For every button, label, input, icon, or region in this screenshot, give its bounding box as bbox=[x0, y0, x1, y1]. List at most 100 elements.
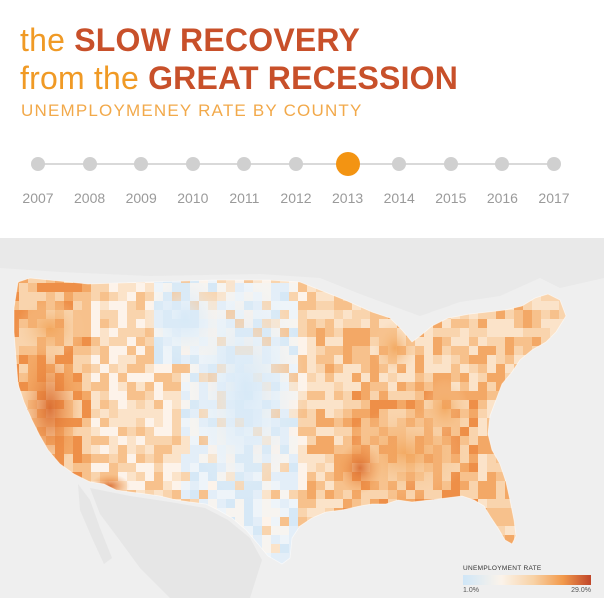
county-cell bbox=[64, 292, 74, 302]
county-cell bbox=[550, 382, 560, 392]
timeline-year-2014[interactable]: 2014 bbox=[383, 190, 415, 206]
subtitle: UNEMPLOYMENEY RATE BY COUNTY bbox=[21, 101, 363, 120]
county-cell bbox=[91, 454, 101, 464]
county-cell bbox=[316, 337, 326, 347]
timeline-dot-2012[interactable] bbox=[289, 157, 303, 171]
county-cell bbox=[523, 418, 533, 428]
timeline-year-2012[interactable]: 2012 bbox=[280, 190, 312, 206]
county-cell bbox=[523, 445, 533, 455]
county-cell bbox=[100, 301, 110, 311]
county-cell bbox=[82, 319, 92, 329]
county-cell bbox=[514, 319, 524, 329]
timeline-dot-2013[interactable] bbox=[335, 152, 360, 176]
timeline-year-2010[interactable]: 2010 bbox=[177, 190, 209, 206]
county-cell bbox=[289, 292, 299, 302]
county-cell bbox=[118, 382, 128, 392]
timeline-dot-2011[interactable] bbox=[237, 157, 252, 171]
timeline-dot-2007[interactable] bbox=[31, 157, 45, 171]
county-cell bbox=[487, 382, 497, 392]
county-cell bbox=[307, 391, 317, 401]
timeline-dot-2014[interactable] bbox=[392, 157, 407, 171]
county-cell bbox=[568, 310, 578, 320]
county-cell bbox=[91, 328, 101, 338]
county-cell bbox=[136, 301, 146, 311]
timeline-dot-2008[interactable] bbox=[82, 157, 97, 171]
county-cell bbox=[307, 328, 317, 338]
county-cell bbox=[163, 472, 173, 482]
timeline-dot-2016[interactable] bbox=[495, 157, 510, 171]
county-cell bbox=[415, 544, 425, 554]
timeline-dot-2009[interactable] bbox=[134, 157, 149, 171]
county-cell bbox=[91, 472, 101, 482]
county-cell bbox=[460, 553, 470, 563]
county-cell bbox=[343, 562, 353, 564]
county-cell bbox=[370, 526, 380, 536]
county-cell bbox=[541, 472, 551, 482]
county-cell bbox=[505, 310, 515, 320]
timeline-year-2015[interactable]: 2015 bbox=[435, 190, 467, 206]
county-cell bbox=[514, 328, 524, 338]
timeline-year-2017[interactable]: 2017 bbox=[538, 190, 570, 206]
county-cell bbox=[496, 310, 506, 320]
county-cell bbox=[469, 364, 479, 374]
county-cell bbox=[514, 427, 524, 437]
county-cell bbox=[532, 400, 542, 410]
county-cell bbox=[334, 382, 344, 392]
county-cell bbox=[469, 481, 479, 491]
title-line-1: the SLOW RECOVERY bbox=[20, 22, 360, 58]
county-cell bbox=[451, 499, 461, 509]
county-cell bbox=[37, 562, 47, 564]
county-cell bbox=[361, 355, 371, 365]
county-cell bbox=[352, 508, 362, 518]
county-map[interactable] bbox=[0, 238, 604, 598]
timeline-year-2008[interactable]: 2008 bbox=[74, 190, 106, 206]
county-cell bbox=[343, 337, 353, 347]
county-cell bbox=[361, 319, 371, 329]
county-cell bbox=[118, 427, 128, 437]
county-cell bbox=[109, 436, 119, 446]
timeline-year-2013[interactable]: 2013 bbox=[332, 190, 364, 206]
timeline-dot-2010[interactable] bbox=[185, 157, 200, 171]
county-cell bbox=[487, 373, 497, 383]
county-cell bbox=[19, 562, 29, 564]
county-cell bbox=[109, 310, 119, 320]
county-cell bbox=[73, 346, 83, 356]
county-cell bbox=[532, 364, 542, 374]
county-cell bbox=[352, 301, 362, 311]
county-cell bbox=[523, 526, 533, 536]
timeline-year-2016[interactable]: 2016 bbox=[486, 190, 518, 206]
county-cell bbox=[550, 508, 560, 518]
county-cell bbox=[145, 400, 155, 410]
timeline-year-2011[interactable]: 2011 bbox=[229, 190, 260, 206]
county-cell bbox=[316, 292, 326, 302]
low-rate-region-mountain bbox=[147, 278, 223, 363]
timeline-dot-2017[interactable] bbox=[547, 157, 561, 171]
county-cell bbox=[352, 382, 362, 392]
county-cell bbox=[64, 526, 74, 536]
county-cell bbox=[352, 535, 362, 545]
timeline-year-2007[interactable]: 2007 bbox=[22, 190, 54, 206]
county-cell bbox=[460, 427, 470, 437]
county-cell bbox=[568, 472, 578, 482]
county-cell bbox=[55, 481, 65, 491]
county-cell bbox=[550, 310, 560, 320]
county-cell bbox=[14, 337, 20, 347]
county-cell bbox=[262, 562, 272, 564]
county-cell bbox=[541, 292, 551, 302]
county-cell bbox=[64, 463, 74, 473]
county-cell bbox=[127, 481, 137, 491]
county-cell bbox=[298, 301, 308, 311]
county-cell bbox=[523, 400, 533, 410]
county-cell bbox=[82, 373, 92, 383]
timeline-year-2009[interactable]: 2009 bbox=[125, 190, 157, 206]
county-cell bbox=[316, 481, 326, 491]
county-cell bbox=[568, 409, 578, 419]
timeline-dot-2015[interactable] bbox=[443, 157, 458, 171]
county-cell bbox=[73, 301, 83, 311]
county-cell bbox=[28, 436, 38, 446]
county-cell bbox=[14, 499, 20, 509]
county-cell bbox=[559, 445, 566, 455]
year-timeline[interactable]: 2007 2008 2009 2010 2011 2012 2013 2014 2015 2016… bbox=[0, 140, 604, 220]
county-cell bbox=[100, 463, 110, 473]
county-cell bbox=[370, 391, 380, 401]
